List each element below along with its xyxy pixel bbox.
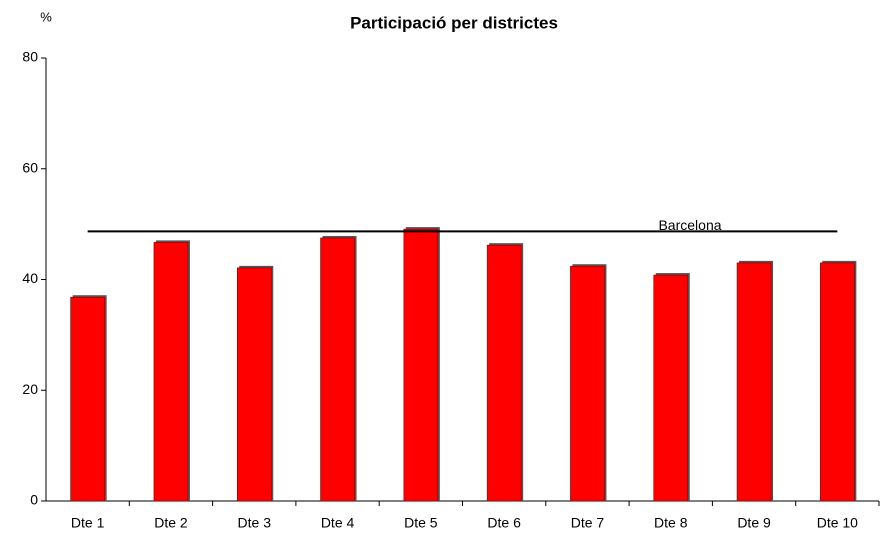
bar bbox=[153, 242, 189, 502]
chart-title: Participació per districtes bbox=[350, 13, 558, 32]
x-tick-label: Dte 1 bbox=[71, 515, 105, 531]
x-tick-label: Dte 2 bbox=[154, 515, 188, 531]
bar bbox=[320, 237, 355, 502]
y-tick-label: 60 bbox=[22, 159, 38, 175]
x-tick-label: Dte 6 bbox=[487, 515, 521, 531]
x-tick-label: Dte 10 bbox=[817, 515, 858, 531]
bar bbox=[820, 262, 855, 502]
x-tick-label: Dte 3 bbox=[238, 515, 272, 531]
y-tick-label: 80 bbox=[22, 49, 38, 65]
y-tick-label: 20 bbox=[22, 381, 38, 397]
y-axis-unit: % bbox=[40, 9, 52, 24]
reference-line-label: Barcelona bbox=[658, 217, 721, 233]
x-tick-label: Dte 5 bbox=[404, 515, 438, 531]
x-tick-label: Dte 8 bbox=[654, 515, 688, 531]
x-tick-label: Dte 7 bbox=[571, 515, 605, 531]
y-tick-label: 0 bbox=[30, 492, 38, 508]
bar bbox=[70, 296, 105, 502]
bar bbox=[486, 244, 522, 502]
bar bbox=[236, 267, 272, 502]
x-tick-label: Dte 9 bbox=[737, 515, 771, 531]
bar bbox=[736, 262, 772, 502]
x-tick-label: Dte 4 bbox=[321, 515, 355, 531]
y-tick-label: 40 bbox=[22, 270, 38, 286]
bar bbox=[653, 274, 689, 502]
bar bbox=[403, 228, 439, 502]
bar bbox=[570, 265, 605, 502]
